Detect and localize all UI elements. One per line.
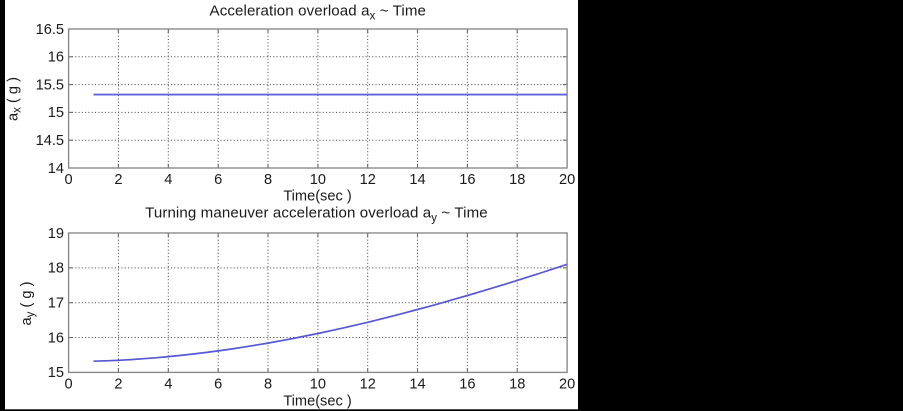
svg-text:16: 16 [459, 376, 475, 392]
svg-text:14: 14 [48, 161, 64, 177]
svg-text:6: 6 [214, 172, 222, 188]
svg-text:18: 18 [48, 261, 64, 277]
svg-text:Time(sec ): Time(sec ) [283, 393, 351, 409]
svg-text:18: 18 [509, 376, 525, 392]
svg-text:2: 2 [114, 376, 122, 392]
svg-text:10: 10 [310, 376, 326, 392]
svg-text:ay ( g ): ay ( g ) [19, 282, 37, 326]
svg-text:17: 17 [48, 296, 64, 312]
svg-text:16: 16 [48, 50, 64, 66]
svg-text:10: 10 [310, 172, 326, 188]
svg-text:8: 8 [264, 376, 272, 392]
svg-text:16: 16 [48, 330, 64, 346]
svg-text:18: 18 [509, 172, 525, 188]
svg-text:Acceleration overload ax ~ Tim: Acceleration overload ax ~ Time [210, 3, 427, 23]
svg-text:14: 14 [409, 172, 425, 188]
svg-text:12: 12 [360, 376, 376, 392]
svg-text:6: 6 [214, 376, 222, 392]
svg-text:0: 0 [65, 376, 73, 392]
svg-text:19: 19 [48, 226, 64, 242]
svg-text:15.5: 15.5 [36, 77, 64, 93]
svg-text:4: 4 [164, 376, 172, 392]
svg-text:ax ( g ): ax ( g ) [6, 77, 24, 121]
svg-text:2: 2 [114, 172, 122, 188]
svg-text:12: 12 [360, 172, 376, 188]
svg-text:0: 0 [65, 172, 73, 188]
svg-text:14.5: 14.5 [36, 133, 64, 149]
svg-text:20: 20 [559, 376, 575, 392]
svg-text:8: 8 [264, 172, 272, 188]
svg-text:16: 16 [459, 172, 475, 188]
svg-text:Turning maneuver acceleration: Turning maneuver acceleration overload a… [145, 205, 488, 225]
svg-text:20: 20 [559, 172, 575, 188]
svg-text:4: 4 [164, 172, 172, 188]
svg-text:15: 15 [48, 105, 64, 121]
svg-text:Time(sec ): Time(sec ) [283, 189, 351, 205]
svg-text:16.5: 16.5 [36, 22, 64, 38]
svg-text:14: 14 [409, 376, 425, 392]
svg-text:15: 15 [48, 365, 64, 381]
